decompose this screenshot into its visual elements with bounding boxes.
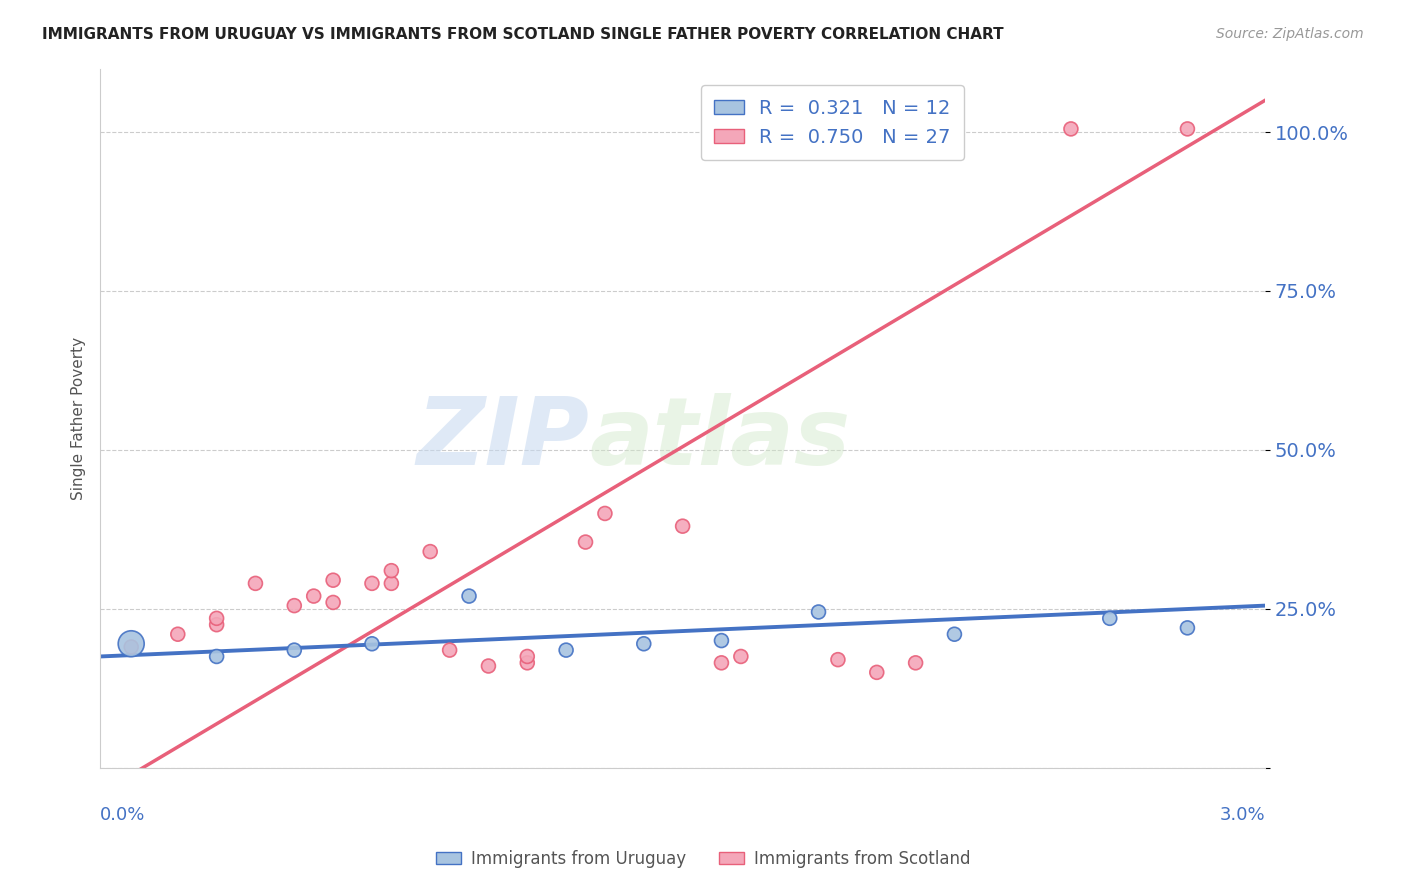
Point (419, 544, 441, 558)
Point (166, 627, 188, 641)
Point (516, 656, 538, 670)
Point (205, 611, 228, 625)
Legend: R =  0.321   N = 12, R =  0.750   N = 27: R = 0.321 N = 12, R = 0.750 N = 27 (700, 86, 965, 161)
Point (477, 659, 499, 673)
Point (439, 643, 461, 657)
Point (458, 589, 481, 603)
Legend: Immigrants from Uruguay, Immigrants from Scotland: Immigrants from Uruguay, Immigrants from… (429, 844, 977, 875)
Text: atlas: atlas (589, 393, 851, 485)
Point (593, 507, 616, 521)
Point (283, 599, 305, 613)
Point (904, 656, 927, 670)
Text: 3.0%: 3.0% (1219, 806, 1265, 824)
Point (1060, 122, 1083, 136)
Point (205, 649, 228, 664)
Text: ZIP: ZIP (416, 393, 589, 485)
Point (555, 643, 578, 657)
Point (380, 564, 402, 578)
Point (361, 637, 384, 651)
Point (516, 649, 538, 664)
Text: Source: ZipAtlas.com: Source: ZipAtlas.com (1216, 27, 1364, 41)
Point (283, 643, 305, 657)
Point (245, 576, 267, 591)
Point (1177, 122, 1199, 136)
Text: 0.0%: 0.0% (100, 806, 145, 824)
Point (302, 589, 325, 603)
Point (672, 519, 695, 533)
Point (120, 640, 142, 654)
Point (866, 665, 889, 680)
Point (943, 627, 966, 641)
Point (827, 653, 849, 667)
Point (1098, 611, 1121, 625)
Point (120, 637, 142, 651)
Text: IMMIGRANTS FROM URUGUAY VS IMMIGRANTS FROM SCOTLAND SINGLE FATHER POVERTY CORREL: IMMIGRANTS FROM URUGUAY VS IMMIGRANTS FR… (42, 27, 1004, 42)
Point (807, 605, 830, 619)
Point (322, 573, 344, 587)
Point (633, 637, 655, 651)
Point (710, 633, 733, 648)
Y-axis label: Single Father Poverty: Single Father Poverty (72, 336, 86, 500)
Point (574, 535, 596, 549)
Point (205, 617, 228, 632)
Point (730, 649, 752, 664)
Point (380, 576, 402, 591)
Point (361, 576, 384, 591)
Point (1177, 621, 1199, 635)
Point (710, 656, 733, 670)
Point (322, 595, 344, 609)
